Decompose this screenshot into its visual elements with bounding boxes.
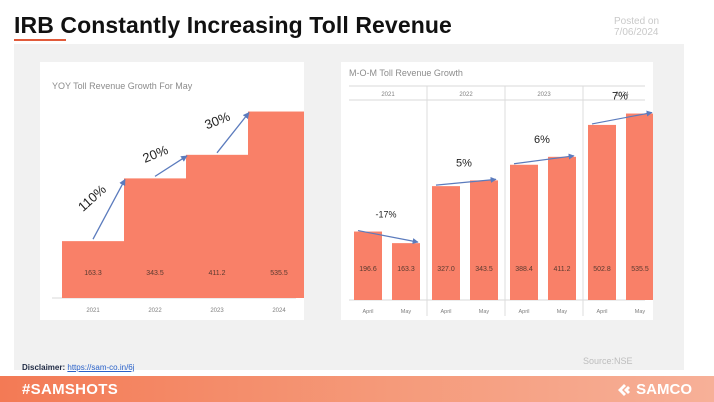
bar-2023-april [510,164,538,300]
group-label: 2021 [381,92,395,98]
x-tick-label: April [362,309,373,315]
bar-2022 [124,178,186,298]
bar-2021-may [392,243,420,300]
group-label: 2023 [537,92,551,98]
source-note: Source:NSE [583,356,633,366]
growth-label: -17% [375,210,396,220]
bar-value-label: 343.5 [146,270,164,277]
x-tick-label: 2023 [210,308,224,314]
group-label: 2024 [615,92,629,98]
growth-label: 5% [456,157,472,169]
bar-2024-may [626,113,653,300]
bar-value-label: 343.5 [475,266,493,273]
x-tick-label: May [557,309,568,315]
disclaimer-link[interactable]: https://sam-co.in/6j [67,363,135,372]
disclaimer: Disclaimer: https://sam-co.in/6j [22,363,135,372]
page-title: IRB Constantly Increasing Toll Revenue [14,12,452,38]
growth-label: 6% [534,134,550,146]
growth-arrow [513,153,575,165]
growth-label: 7% [612,91,628,103]
growth-arrow [591,110,653,125]
bar-value-label: 411.2 [209,270,226,277]
chart-title: M-O-M Toll Revenue Growth [349,68,463,78]
growth-arrow [216,112,250,154]
yoy-chart: YOY Toll Revenue Growth For May 163.3 2021… [52,81,304,314]
growth-label: 30% [202,109,232,133]
posted-date-value: 7/06/2024 [614,27,659,38]
x-tick-label: 2021 [86,308,100,314]
bar-value-label: 327.0 [437,266,455,273]
x-tick-label: April [518,309,529,315]
bar-value-label: 388.4 [515,266,533,273]
bar-value-label: 535.5 [631,266,649,273]
posted-date: Posted on 7/06/2024 [614,16,659,38]
mom-chart-card: M-O-M Toll Revenue Growth 2021 2022 2023 202… [341,62,653,320]
bar-2022-may [470,180,498,300]
growth-arrow [357,229,419,245]
x-tick-label: April [596,309,607,315]
hashtag: #SAMSHOTS [22,381,119,398]
x-tick-label: May [635,309,646,315]
x-tick-label: 2022 [148,308,162,314]
bar-2023 [186,154,248,298]
bar-value-label: 535.5 [270,270,288,277]
bar-2022-april [432,186,460,300]
group-label: 2022 [459,92,473,98]
bar-2024 [248,111,304,298]
x-tick-label: May [479,309,490,315]
brand-logo: SAMCO [616,381,692,398]
bar-value-label: 196.6 [359,266,377,273]
bar-2021 [62,241,124,298]
chart-title: YOY Toll Revenue Growth For May [52,81,193,91]
yoy-chart-card: YOY Toll Revenue Growth For May 163.3 2021… [40,62,304,320]
brand-name: SAMCO [636,381,692,398]
bar-value-label: 411.2 [554,266,571,273]
growth-arrow [435,176,497,186]
samco-logo-icon [618,383,631,396]
bar-value-label: 163.3 [84,270,102,277]
x-tick-label: 2024 [272,308,286,314]
bar-value-label: 163.3 [397,266,415,273]
bar-2023-may [548,156,576,300]
posted-label: Posted on [614,16,660,27]
title-underline [14,39,66,41]
x-tick-label: May [401,309,412,315]
x-tick-label: April [440,309,451,315]
bar-2024-april [588,124,616,300]
footer-bar: #SAMSHOTS SAMCO [0,376,714,402]
bar-2021-april [354,231,382,300]
mom-chart: M-O-M Toll Revenue Growth 2021 2022 2023 202… [349,68,653,316]
growth-label: 110% [75,181,109,214]
growth-label: 20% [140,142,170,166]
growth-arrow [92,178,126,240]
bar-value-label: 502.8 [593,266,611,273]
disclaimer-label: Disclaimer: [22,363,66,372]
growth-arrow [154,155,188,177]
